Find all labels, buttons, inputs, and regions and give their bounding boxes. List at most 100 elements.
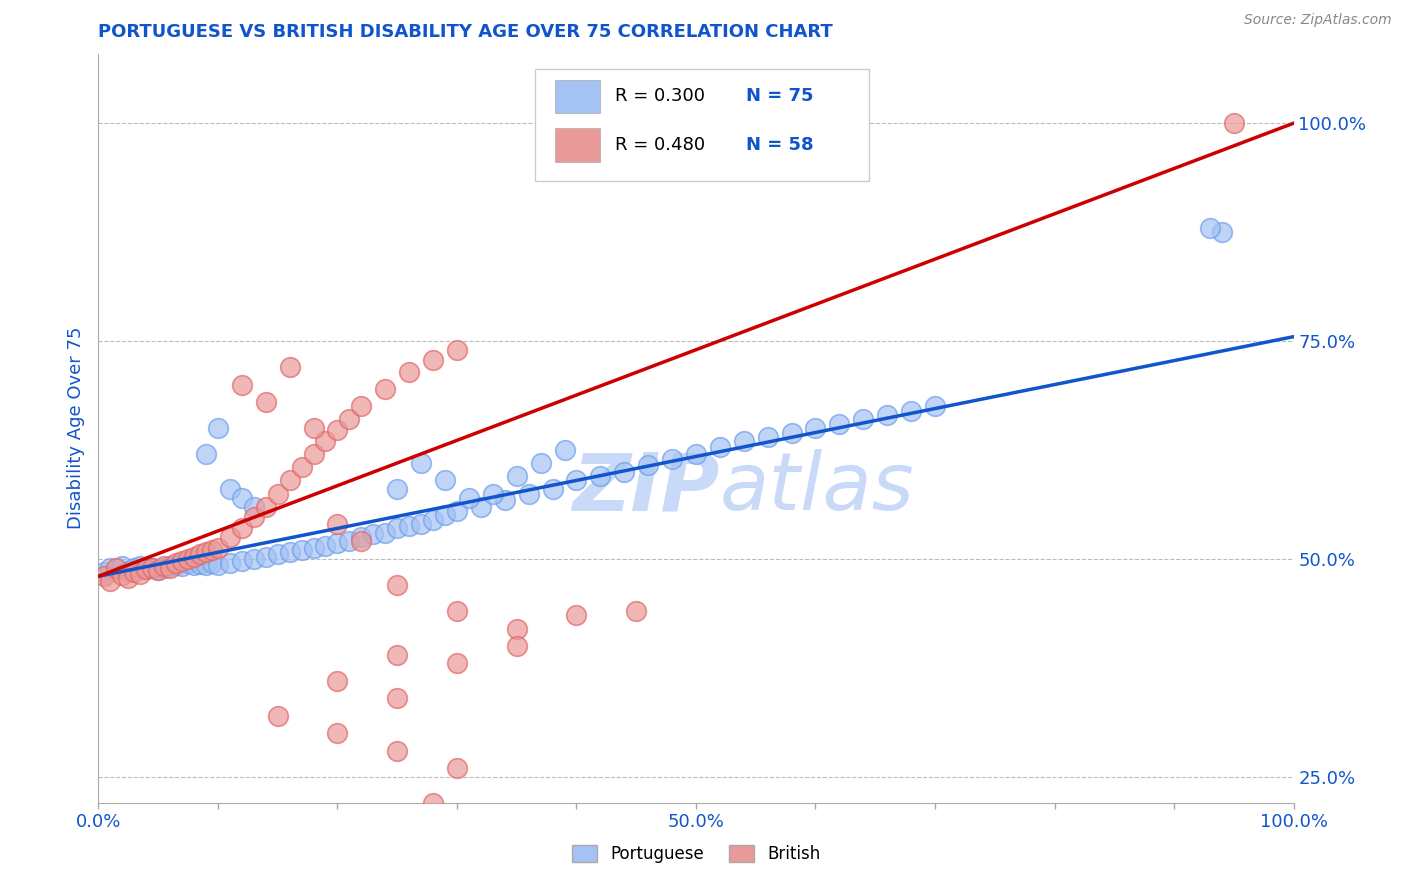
FancyBboxPatch shape [534, 69, 869, 181]
Point [506, 469, 529, 483]
Point [385, 578, 409, 592]
Point [129, 566, 152, 581]
Point [243, 510, 266, 524]
Point [243, 552, 266, 566]
Point [135, 562, 157, 576]
Point [852, 412, 875, 426]
Point [350, 534, 373, 549]
Point [278, 360, 301, 375]
Point [267, 708, 290, 723]
Point [530, 456, 553, 470]
Point [924, 400, 946, 414]
Point [195, 447, 218, 461]
Point [195, 558, 218, 572]
Point [626, 604, 648, 618]
Point [219, 556, 242, 570]
Legend: Portuguese, British: Portuguese, British [565, 838, 827, 870]
Point [231, 553, 253, 567]
Point [254, 550, 277, 565]
Point [153, 558, 176, 573]
Point [105, 562, 128, 576]
Point [302, 421, 325, 435]
Point [385, 743, 409, 757]
Point [183, 558, 205, 572]
Point [446, 504, 468, 518]
Point [207, 541, 229, 556]
Point [231, 377, 253, 392]
Point [374, 382, 396, 396]
Point [219, 482, 242, 496]
Point [661, 451, 683, 466]
Point [141, 560, 163, 574]
Point [326, 726, 349, 740]
Point [254, 500, 277, 514]
Point [554, 442, 576, 457]
Point [207, 421, 229, 435]
Point [172, 553, 194, 567]
Point [183, 550, 205, 565]
Point [398, 518, 420, 533]
Point [517, 486, 540, 500]
Point [506, 622, 529, 636]
Point [363, 527, 385, 541]
Point [148, 563, 170, 577]
Point [201, 556, 224, 570]
Point [201, 543, 224, 558]
Point [434, 474, 457, 488]
Point [565, 608, 588, 623]
Point [422, 513, 444, 527]
Point [1223, 116, 1246, 130]
Point [326, 536, 349, 550]
Point [135, 562, 157, 576]
Y-axis label: Disability Age Over 75: Disability Age Over 75 [66, 326, 84, 530]
Point [195, 545, 218, 559]
Point [458, 491, 481, 505]
Text: ZIP: ZIP [572, 449, 720, 527]
Point [291, 543, 314, 558]
Point [124, 560, 146, 574]
Point [385, 482, 409, 496]
Point [302, 447, 325, 461]
Point [709, 440, 731, 454]
Point [565, 474, 588, 488]
Point [339, 412, 361, 426]
Point [141, 560, 163, 574]
Point [291, 460, 314, 475]
Point [446, 761, 468, 775]
Point [148, 563, 170, 577]
Text: Source: ZipAtlas.com: Source: ZipAtlas.com [1244, 13, 1392, 28]
Point [243, 500, 266, 514]
Point [111, 558, 134, 573]
Point [780, 425, 803, 440]
Point [153, 560, 176, 574]
Text: N = 75: N = 75 [747, 87, 814, 105]
Point [231, 521, 253, 535]
Point [339, 534, 361, 549]
Point [165, 556, 187, 570]
Point [804, 421, 827, 435]
Point [278, 545, 301, 559]
Point [111, 567, 134, 582]
Point [434, 508, 457, 523]
Point [188, 548, 211, 562]
Text: N = 58: N = 58 [747, 136, 814, 154]
Point [685, 447, 707, 461]
Point [93, 565, 115, 579]
Point [876, 408, 898, 422]
Point [117, 564, 139, 578]
Point [177, 556, 200, 570]
Point [422, 353, 444, 368]
Point [172, 558, 194, 573]
Point [159, 558, 181, 573]
Point [481, 486, 505, 500]
Point [326, 423, 349, 437]
Text: atlas: atlas [720, 449, 915, 527]
Point [446, 604, 468, 618]
Point [267, 486, 290, 500]
Point [129, 558, 152, 573]
Point [411, 456, 433, 470]
Point [541, 482, 564, 496]
Text: R = 0.480: R = 0.480 [614, 136, 704, 154]
Point [98, 574, 122, 588]
Point [422, 796, 444, 810]
